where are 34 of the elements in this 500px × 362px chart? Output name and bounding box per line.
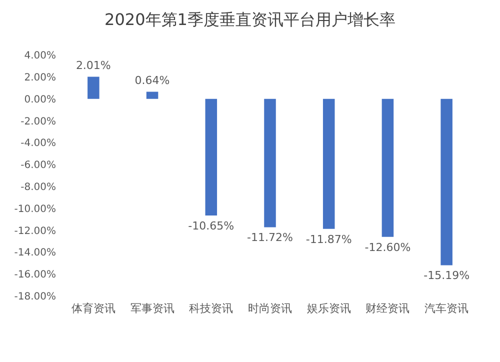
data-label: -12.60% (364, 240, 411, 254)
bar (440, 98, 452, 266)
x-tick-label: 军事资讯 (130, 302, 174, 315)
y-tick-label: -6.00% (20, 160, 56, 172)
x-tick-label: 时尚资讯 (248, 302, 292, 315)
data-label: 0.64% (134, 74, 170, 87)
y-tick-label: 0.00% (24, 94, 56, 106)
y-tick-label: -18.00% (14, 292, 56, 303)
x-tick-label: 财经资讯 (366, 302, 410, 315)
chart-title: 2020年第1季度垂直资讯平台用户增长率 (104, 10, 396, 31)
bar (264, 98, 276, 228)
x-tick-label: 科技资讯 (189, 302, 234, 315)
x-tick-label: 体育资讯 (71, 302, 116, 315)
y-tick-label: -4.00% (20, 138, 56, 150)
y-tick-label: -14.00% (14, 248, 56, 259)
bar (382, 98, 394, 237)
data-label: -15.19% (424, 269, 470, 282)
y-tick-label: -16.00% (14, 270, 56, 281)
y-tick-label: -10.00% (14, 204, 56, 215)
x-tick-label: 汽车资讯 (424, 302, 469, 315)
bar (322, 98, 335, 229)
x-tick-label: 娱乐资讯 (306, 302, 351, 315)
bar (88, 76, 100, 99)
y-tick-label: -2.00% (20, 116, 56, 128)
data-label: -11.87% (306, 232, 352, 246)
data-label: -10.65% (188, 219, 234, 232)
y-tick-label: 4.00% (24, 50, 56, 62)
y-tick-label: 2.00% (24, 72, 56, 84)
data-label: 2.01% (76, 58, 111, 72)
y-tick-label: -8.00% (20, 182, 56, 194)
bar (205, 98, 218, 216)
bar (146, 92, 158, 99)
y-tick-label: -12.00% (14, 226, 56, 237)
data-label: -11.72% (247, 231, 293, 244)
